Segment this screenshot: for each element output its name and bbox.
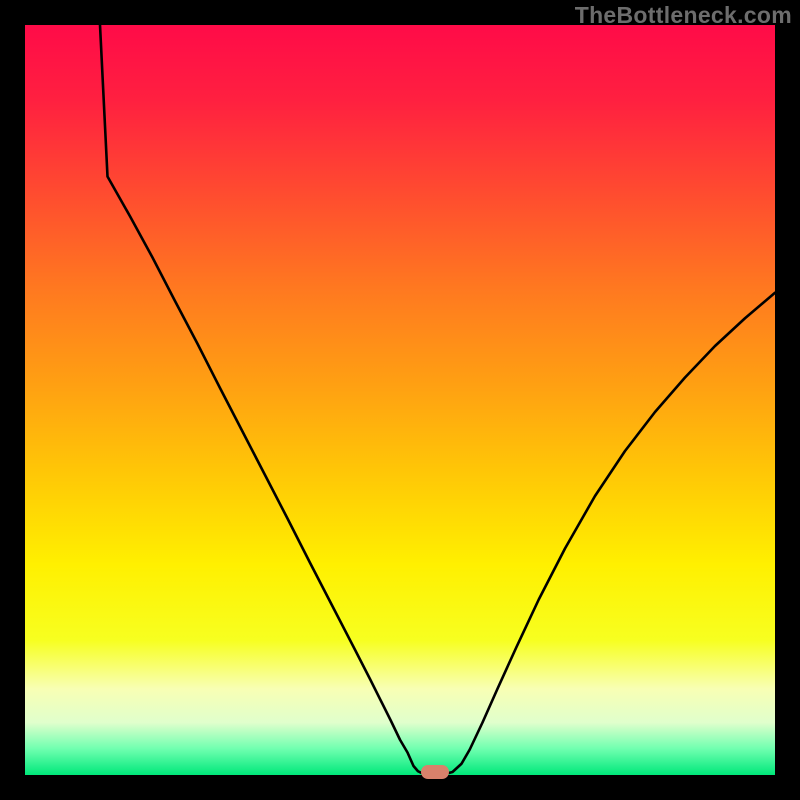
watermark-text: TheBottleneck.com (575, 2, 792, 29)
optimum-marker (421, 765, 449, 779)
gradient-background (25, 25, 775, 775)
bottleneck-chart (0, 0, 800, 800)
